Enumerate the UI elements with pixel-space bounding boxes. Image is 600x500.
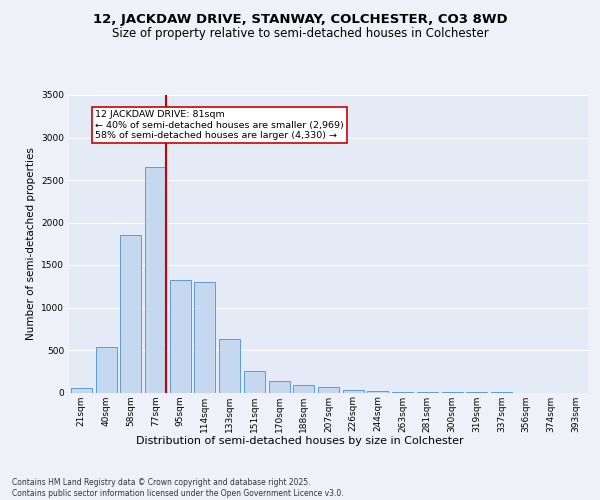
Text: Contains HM Land Registry data © Crown copyright and database right 2025.
Contai: Contains HM Land Registry data © Crown c…	[12, 478, 344, 498]
Bar	[170, 280, 191, 392]
Bar	[95, 348, 116, 393]
Bar	[244, 371, 265, 392]
Bar	[269, 380, 290, 392]
Y-axis label: Number of semi-detached properties: Number of semi-detached properties	[26, 148, 35, 340]
Text: 12 JACKDAW DRIVE: 81sqm
← 40% of semi-detached houses are smaller (2,969)
58% of: 12 JACKDAW DRIVE: 81sqm ← 40% of semi-de…	[95, 110, 344, 140]
Bar	[343, 390, 364, 392]
Bar	[145, 167, 166, 392]
Bar	[318, 388, 339, 392]
Text: Size of property relative to semi-detached houses in Colchester: Size of property relative to semi-detach…	[112, 28, 488, 40]
Text: 12, JACKDAW DRIVE, STANWAY, COLCHESTER, CO3 8WD: 12, JACKDAW DRIVE, STANWAY, COLCHESTER, …	[92, 12, 508, 26]
Bar	[194, 282, 215, 393]
Text: Distribution of semi-detached houses by size in Colchester: Distribution of semi-detached houses by …	[136, 436, 464, 446]
Bar	[71, 388, 92, 392]
Bar	[367, 391, 388, 392]
Bar	[120, 236, 141, 392]
Bar	[293, 385, 314, 392]
Bar	[219, 339, 240, 392]
